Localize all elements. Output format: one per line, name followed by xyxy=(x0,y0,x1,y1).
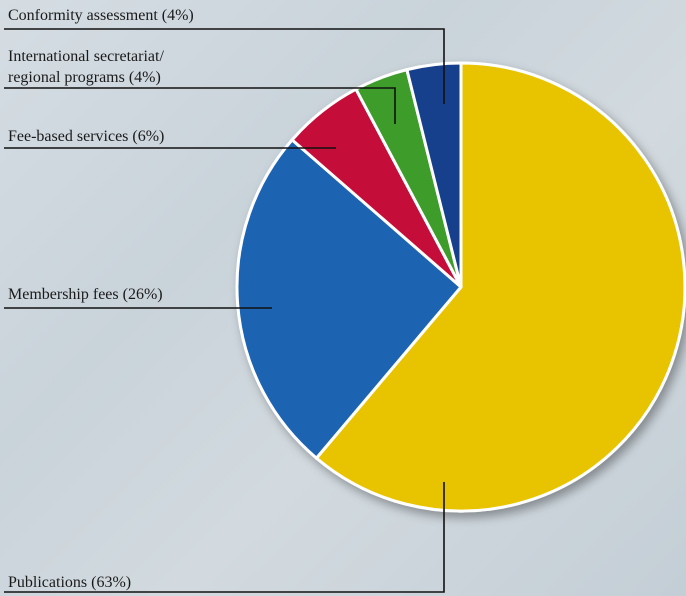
label-conformity-assessment: Conformity assessment (4%) xyxy=(8,7,194,24)
slice-membership-fees xyxy=(235,138,463,460)
leader-line-conformity-assessment xyxy=(4,28,445,104)
leader-line-publications xyxy=(4,482,445,593)
leader-line-international-secretariat xyxy=(4,87,396,124)
label-publications: Publications (63%) xyxy=(8,574,131,591)
label-international-secretariat-line2: regional programs (4%) xyxy=(8,69,161,86)
slice-conformity-assessment xyxy=(405,61,463,289)
label-membership-fees: Membership fees (26%) xyxy=(8,286,163,303)
label-fee-based-services: Fee-based services (6%) xyxy=(8,128,164,145)
label-international-secretariat-line1: International secretariat/ xyxy=(8,48,164,65)
slice-publications xyxy=(314,61,686,513)
